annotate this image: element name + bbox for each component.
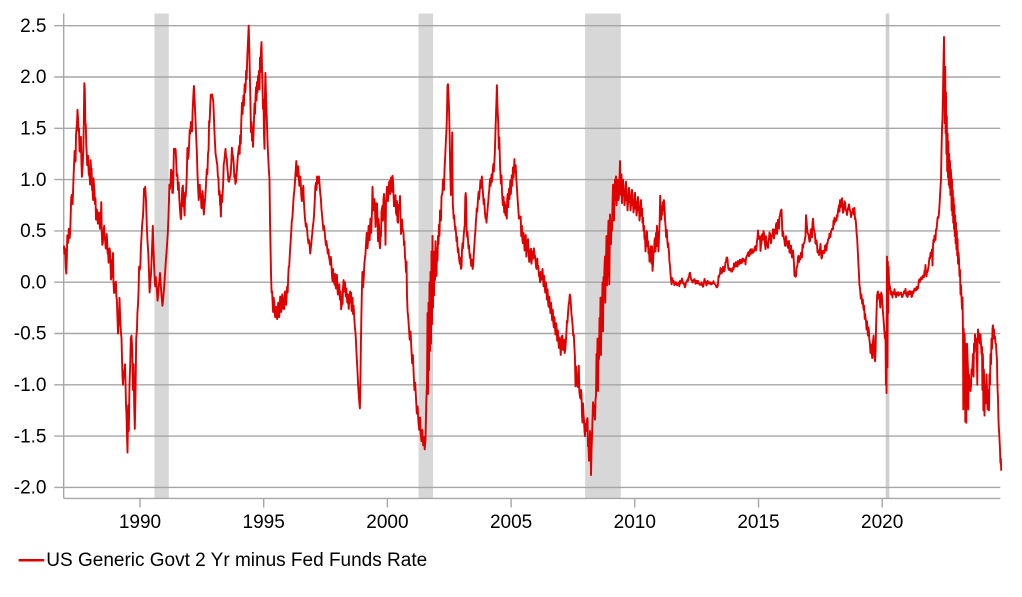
svg-text:1990: 1990 — [119, 512, 161, 533]
svg-text:1.0: 1.0 — [20, 170, 46, 191]
svg-text:2015: 2015 — [737, 512, 779, 533]
svg-text:-1.5: -1.5 — [14, 426, 47, 447]
svg-text:2.5: 2.5 — [20, 16, 46, 37]
svg-text:-2.0: -2.0 — [14, 478, 47, 499]
svg-text:2010: 2010 — [614, 512, 656, 533]
svg-text:2000: 2000 — [366, 512, 408, 533]
svg-text:-0.5: -0.5 — [14, 324, 47, 345]
svg-text:2020: 2020 — [861, 512, 903, 533]
svg-text:1.5: 1.5 — [20, 119, 46, 140]
svg-text:0.5: 0.5 — [20, 221, 46, 242]
svg-text:US Generic Govt 2 Yr minus Fed: US Generic Govt 2 Yr minus Fed Funds Rat… — [46, 550, 427, 571]
svg-text:-1.0: -1.0 — [14, 375, 47, 396]
svg-text:0.0: 0.0 — [20, 272, 46, 293]
svg-text:2.0: 2.0 — [20, 67, 46, 88]
svg-text:1995: 1995 — [243, 512, 285, 533]
svg-text:2005: 2005 — [490, 512, 532, 533]
